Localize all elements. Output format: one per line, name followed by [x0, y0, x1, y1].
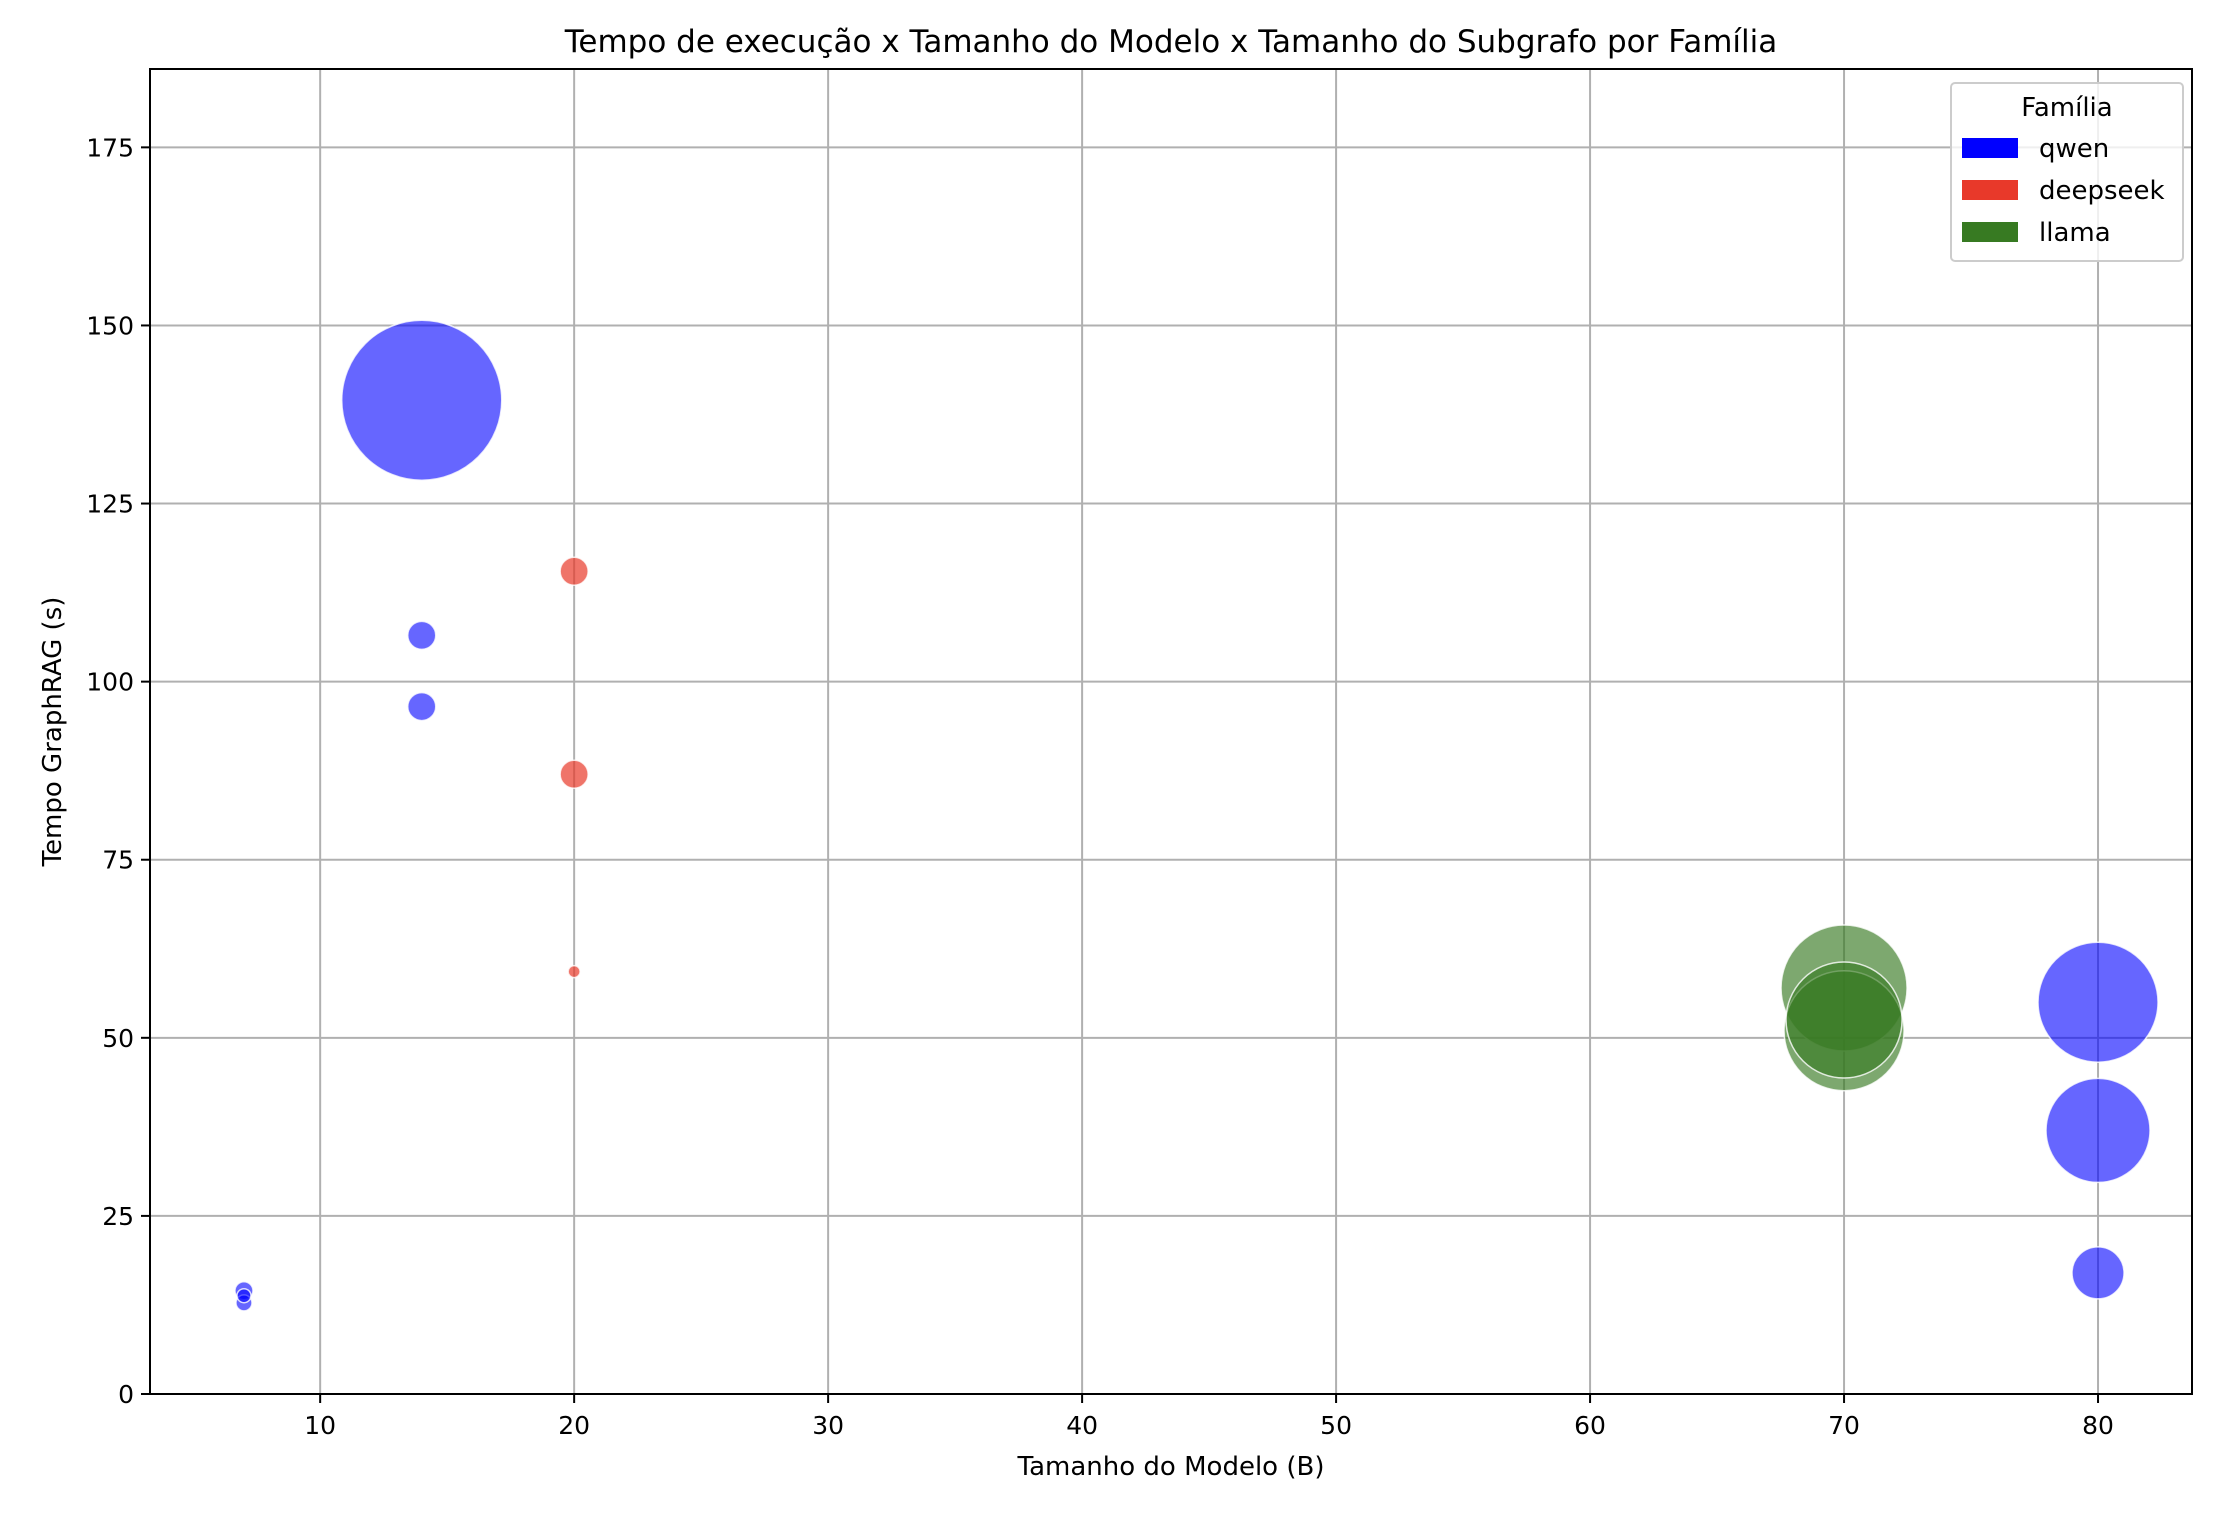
legend-swatch-qwen	[1962, 138, 2018, 158]
data-points	[234, 319, 2159, 1312]
legend-label-deepseek: deepseek	[2039, 176, 2165, 206]
legend: Família qwen deepseek llama	[1950, 82, 2184, 262]
legend-swatch-deepseek	[1962, 180, 2018, 200]
x-tick-label: 50	[1320, 1411, 1352, 1440]
bubble-llama	[1785, 961, 1903, 1079]
bubble-qwen	[341, 319, 503, 481]
x-tick-label: 30	[812, 1411, 844, 1440]
bubble-deepseek	[559, 759, 589, 789]
legend-label-qwen: qwen	[2039, 134, 2109, 164]
x-tick-label: 80	[2082, 1411, 2114, 1440]
y-tick-label: 100	[86, 668, 134, 697]
bubble-qwen	[2045, 1077, 2151, 1184]
y-tick-label: 75	[102, 846, 134, 875]
x-tick-label: 60	[1574, 1411, 1606, 1440]
bubble-deepseek	[567, 964, 581, 979]
y-tick-label: 150	[86, 311, 134, 340]
bubble-qwen	[236, 1287, 252, 1304]
grid-lines	[150, 69, 2192, 1395]
x-tick-label: 70	[1828, 1411, 1860, 1440]
legend-label-llama: llama	[2039, 218, 2111, 248]
y-tick-label: 175	[86, 133, 134, 162]
x-tick-label: 20	[558, 1411, 590, 1440]
bubble-qwen	[2037, 941, 2159, 1063]
chart-title: Tempo de execução x Tamanho do Modelo x …	[564, 24, 1778, 60]
bubble-qwen	[407, 691, 437, 722]
y-axis-label: Tempo GraphRAG (s)	[38, 597, 68, 868]
y-axis-ticks: 0 25 50 75 100 125 150 175	[86, 133, 150, 1409]
plot-frame	[149, 68, 2193, 1395]
legend-entries: qwen deepseek llama	[1962, 134, 2165, 248]
y-tick-label: 25	[102, 1202, 134, 1231]
legend-swatch-llama	[1962, 222, 2018, 242]
y-tick-label: 0	[118, 1380, 134, 1409]
x-tick-label: 40	[1066, 1411, 1098, 1440]
x-axis-ticks: 10 20 30 40 50 60 70 80	[304, 1394, 2114, 1440]
y-tick-label: 50	[102, 1024, 134, 1053]
y-tick-label: 125	[86, 490, 134, 519]
bubble-qwen	[407, 620, 437, 651]
legend-title: Família	[2021, 93, 2112, 123]
bubble-qwen	[2071, 1246, 2125, 1300]
x-tick-label: 10	[304, 1411, 336, 1440]
bubble-deepseek	[559, 556, 589, 586]
legend-box	[1950, 82, 2184, 262]
x-axis-label: Tamanho do Modelo (B)	[1017, 1452, 1325, 1482]
